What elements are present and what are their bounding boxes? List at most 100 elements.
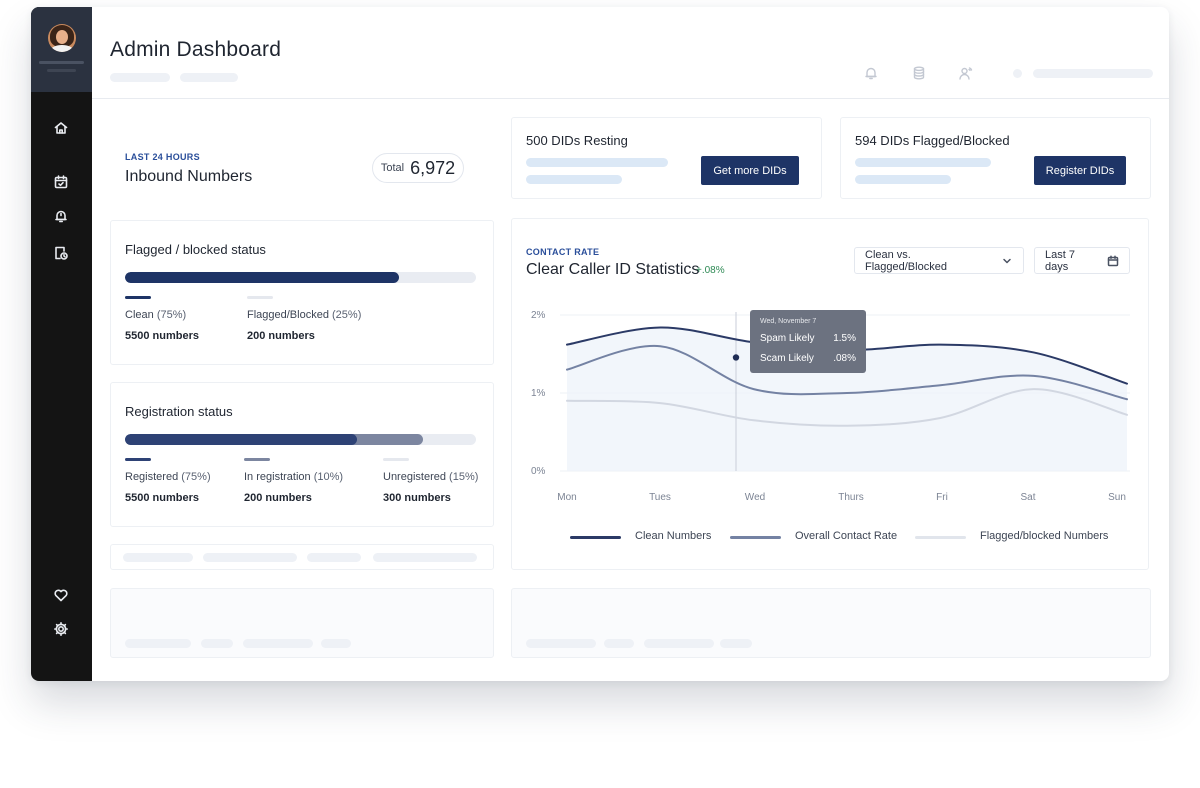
tooltip-row: Scam Likely .08% bbox=[760, 353, 856, 364]
profile-role-placeholder bbox=[47, 69, 76, 72]
bell-icon[interactable] bbox=[863, 65, 879, 81]
placeholder-line bbox=[604, 639, 634, 648]
unregistered-label: Unregistered (15%) bbox=[383, 471, 479, 483]
header: Admin Dashboard bbox=[92, 7, 1169, 99]
registered-progress-fill bbox=[125, 434, 357, 445]
registration-progress-bar bbox=[125, 434, 476, 445]
registered-label: Registered (75%) bbox=[125, 471, 211, 483]
clean-legend-dash bbox=[125, 296, 151, 299]
in-registration-value: 200 numbers bbox=[244, 492, 312, 504]
filter-dropdown-label: Clean vs. Flagged/Blocked bbox=[865, 248, 947, 273]
contact-rate-card: CONTACT RATE Clear Caller ID Statistics … bbox=[511, 218, 1149, 570]
placeholder-line bbox=[243, 639, 313, 648]
registered-value: 5500 numbers bbox=[125, 492, 199, 504]
in-registration-legend-dash bbox=[244, 458, 270, 461]
total-value: 6,972 bbox=[410, 157, 456, 178]
flagged-legend-dash bbox=[247, 296, 273, 299]
avatar[interactable] bbox=[48, 24, 76, 52]
dids-flagged-title: 594 DIDs Flagged/Blocked bbox=[855, 133, 1010, 148]
registration-status-card: Registration status Registered (75%) 550… bbox=[110, 382, 494, 527]
legend-label-overall: Overall Contact Rate bbox=[795, 530, 898, 542]
tooltip-row: Spam Likely 1.5% bbox=[760, 333, 856, 344]
x-tick-label: Thurs bbox=[838, 492, 864, 503]
placeholder-line bbox=[125, 639, 191, 648]
contact-rate-delta: +.08% bbox=[696, 265, 725, 276]
unregistered-value: 300 numbers bbox=[383, 492, 451, 504]
clean-label: Clean (75%) bbox=[125, 309, 187, 321]
inbound-eyebrow: LAST 24 HOURS bbox=[125, 152, 200, 162]
placeholder-line bbox=[123, 553, 193, 562]
chart-tooltip: Wed, November 7 Spam Likely 1.5% Scam Li… bbox=[750, 310, 866, 373]
x-tick-label: Fri bbox=[936, 492, 948, 503]
calendar-icon[interactable] bbox=[53, 174, 69, 190]
dids-resting-card: 500 DIDs Resting Get more DIDs bbox=[511, 117, 822, 199]
profile-section bbox=[31, 7, 92, 92]
dids-resting-title: 500 DIDs Resting bbox=[526, 133, 628, 148]
date-range-dropdown[interactable]: Last 7 days bbox=[1034, 247, 1130, 274]
placeholder-line bbox=[855, 175, 951, 184]
tooltip-row-label: Scam Likely bbox=[760, 353, 814, 364]
user-name-placeholder bbox=[1033, 69, 1153, 78]
legend-swatch-clean bbox=[570, 536, 621, 539]
user-signal-icon[interactable] bbox=[958, 65, 974, 81]
sidebar bbox=[31, 7, 92, 681]
contact-rate-eyebrow: CONTACT RATE bbox=[526, 247, 600, 257]
placeholder-line bbox=[203, 553, 297, 562]
date-range-label: Last 7 days bbox=[1045, 248, 1075, 273]
placeholder-card bbox=[511, 588, 1151, 658]
legend-swatch-flagged bbox=[915, 536, 966, 539]
placeholder-line bbox=[644, 639, 714, 648]
y-tick-label: 1% bbox=[531, 388, 546, 399]
inbound-title: Inbound Numbers bbox=[125, 168, 253, 185]
x-tick-label: Sat bbox=[1020, 492, 1036, 503]
unregistered-legend-dash bbox=[383, 458, 409, 461]
flagged-value: 200 numbers bbox=[247, 330, 315, 342]
breadcrumb-placeholder bbox=[110, 73, 170, 82]
placeholder-line bbox=[307, 553, 361, 562]
in-registration-label: In registration (10%) bbox=[244, 471, 344, 483]
get-more-dids-button[interactable]: Get more DIDs bbox=[701, 156, 799, 185]
tooltip-row-value: 1.5% bbox=[833, 333, 856, 344]
placeholder-line bbox=[321, 639, 351, 648]
y-tick-label: 0% bbox=[531, 466, 546, 477]
placeholder-row bbox=[110, 544, 494, 570]
x-tick-label: Wed bbox=[744, 492, 766, 503]
x-tick-label: Mon bbox=[557, 492, 577, 503]
chevron-down-icon bbox=[1001, 255, 1013, 267]
placeholder-line bbox=[720, 639, 752, 648]
status-dot-placeholder bbox=[1013, 69, 1022, 78]
placeholder-line bbox=[526, 639, 596, 648]
flagged-label: Flagged/Blocked (25%) bbox=[247, 309, 362, 321]
placeholder-line bbox=[855, 158, 991, 167]
document-clock-icon[interactable] bbox=[53, 245, 69, 261]
total-label: Total bbox=[380, 162, 405, 174]
x-tick-label: Sun bbox=[1108, 492, 1126, 503]
flagged-progress-bar bbox=[125, 272, 476, 283]
total-pill: Total 6,972 bbox=[372, 153, 464, 183]
y-tick-label: 2% bbox=[531, 310, 546, 321]
page-title: Admin Dashboard bbox=[110, 38, 282, 61]
flagged-status-title: Flagged / blocked status bbox=[125, 242, 266, 257]
tooltip-row-value: .08% bbox=[833, 353, 856, 364]
register-dids-button[interactable]: Register DIDs bbox=[1034, 156, 1126, 185]
home-icon[interactable] bbox=[53, 120, 69, 136]
filter-dropdown[interactable]: Clean vs. Flagged/Blocked bbox=[854, 247, 1024, 274]
gear-icon[interactable] bbox=[53, 621, 69, 637]
registered-legend-dash bbox=[125, 458, 151, 461]
tooltip-row-label: Spam Likely bbox=[760, 333, 815, 344]
profile-name-placeholder bbox=[39, 61, 84, 64]
bell-icon[interactable] bbox=[53, 208, 69, 224]
dids-flagged-card: 594 DIDs Flagged/Blocked Register DIDs bbox=[840, 117, 1151, 199]
legend-swatch-overall bbox=[730, 536, 781, 539]
x-tick-label: Tues bbox=[649, 492, 671, 503]
database-icon[interactable] bbox=[911, 65, 927, 81]
registration-status-title: Registration status bbox=[125, 404, 233, 419]
placeholder-line bbox=[201, 639, 233, 648]
placeholder-card bbox=[110, 588, 494, 658]
placeholder-line bbox=[526, 158, 668, 167]
clean-value: 5500 numbers bbox=[125, 330, 199, 342]
heart-icon[interactable] bbox=[53, 587, 69, 603]
tooltip-date: Wed, November 7 bbox=[760, 318, 817, 325]
flagged-status-card: Flagged / blocked status Clean (75%) 550… bbox=[110, 220, 494, 365]
contact-rate-title: Clear Caller ID Statistics bbox=[526, 261, 700, 278]
